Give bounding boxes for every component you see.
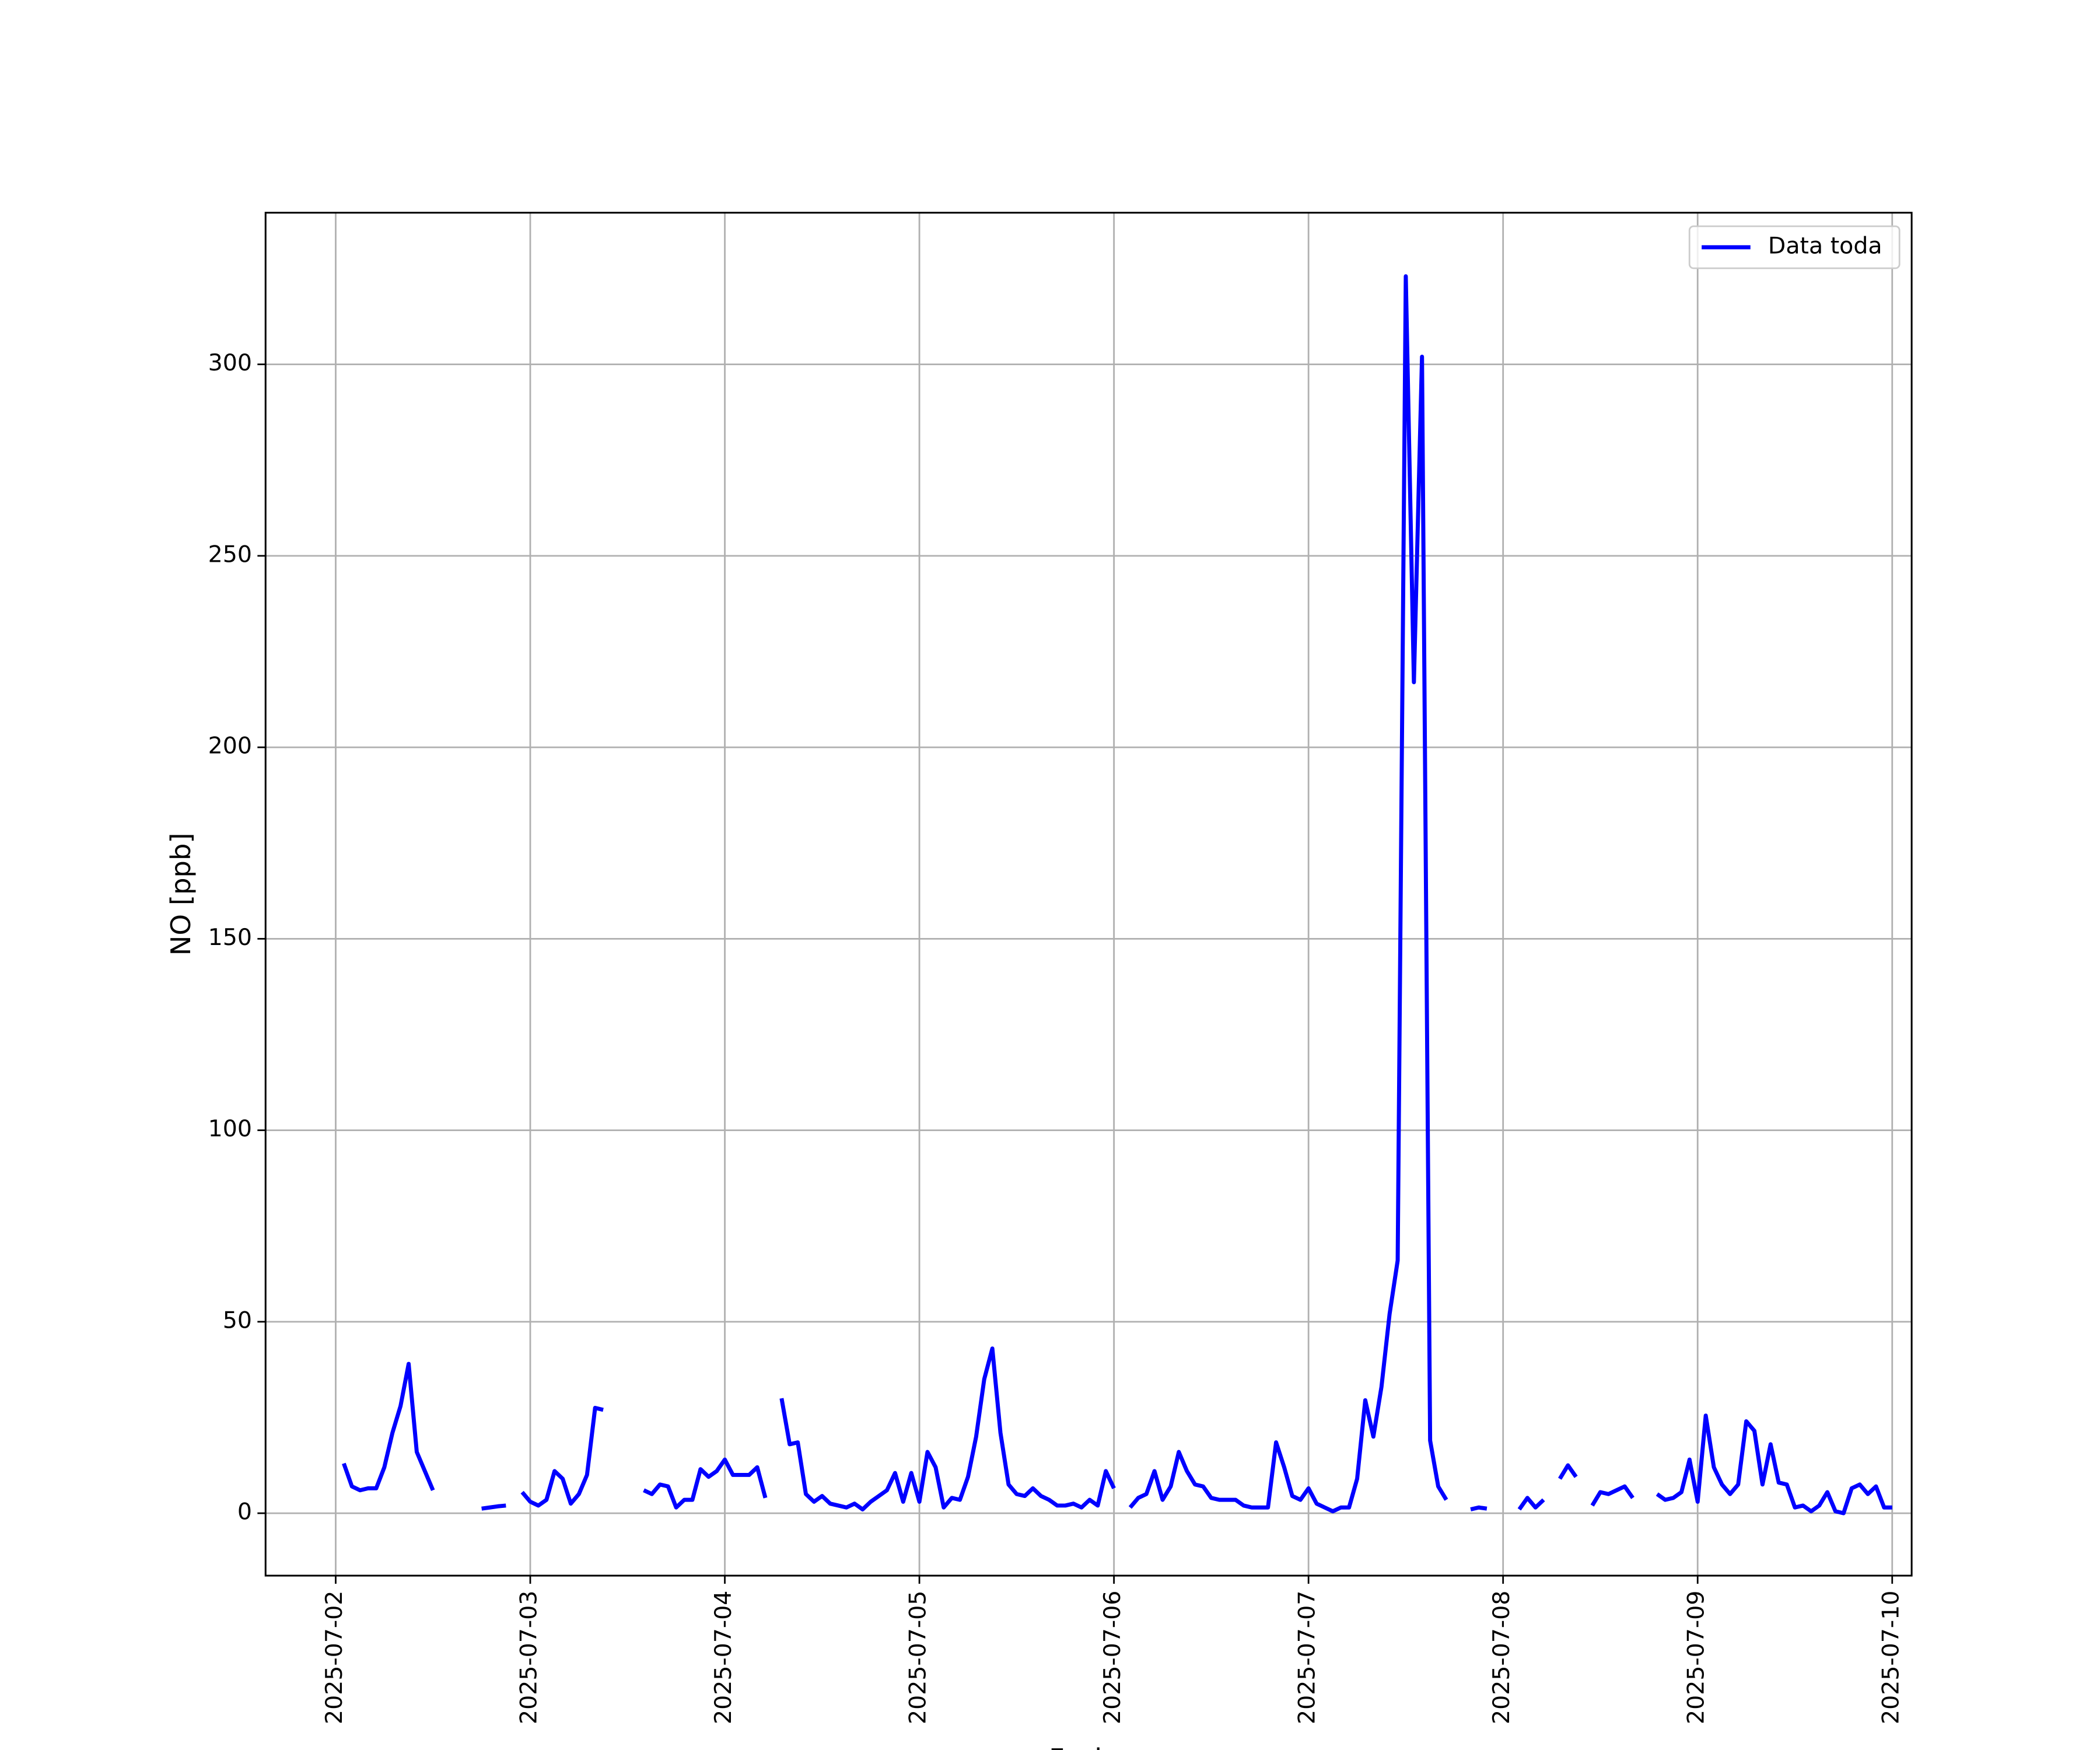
legend: Data toda	[1688, 225, 1901, 270]
x-tick-label: 2025-07-03	[516, 1591, 542, 1724]
y-tick-label: 250	[208, 541, 252, 568]
axes-frame	[264, 212, 1913, 1577]
x-tick-label: 2025-07-02	[321, 1591, 348, 1724]
legend-label: Data toda	[1768, 232, 1882, 259]
data-line	[342, 274, 1892, 1516]
y-tick-label: 150	[208, 924, 252, 951]
x-tick-label: 2025-07-04	[710, 1591, 737, 1724]
x-tick-label: 2025-07-09	[1683, 1591, 1710, 1724]
y-tick-label: 0	[237, 1499, 252, 1525]
y-tick-label: 300	[208, 349, 252, 376]
x-tick-label: 2025-07-07	[1294, 1591, 1321, 1724]
x-tick-label: 2025-07-06	[1099, 1591, 1126, 1724]
x-axis-label: Fecha	[1049, 1743, 1128, 1750]
x-tick-label: 2025-07-10	[1877, 1591, 1904, 1724]
x-tick-label: 2025-07-08	[1488, 1591, 1515, 1724]
y-tick-label: 200	[208, 733, 252, 760]
y-tick-label: 100	[208, 1115, 252, 1142]
x-tick-label: 2025-07-05	[905, 1591, 932, 1724]
y-axis-label: NO [ppb]	[165, 833, 197, 956]
grid	[265, 212, 1912, 1576]
legend-box	[1688, 225, 1901, 270]
y-tick-label: 50	[223, 1307, 252, 1334]
plot-area	[342, 274, 1892, 1516]
